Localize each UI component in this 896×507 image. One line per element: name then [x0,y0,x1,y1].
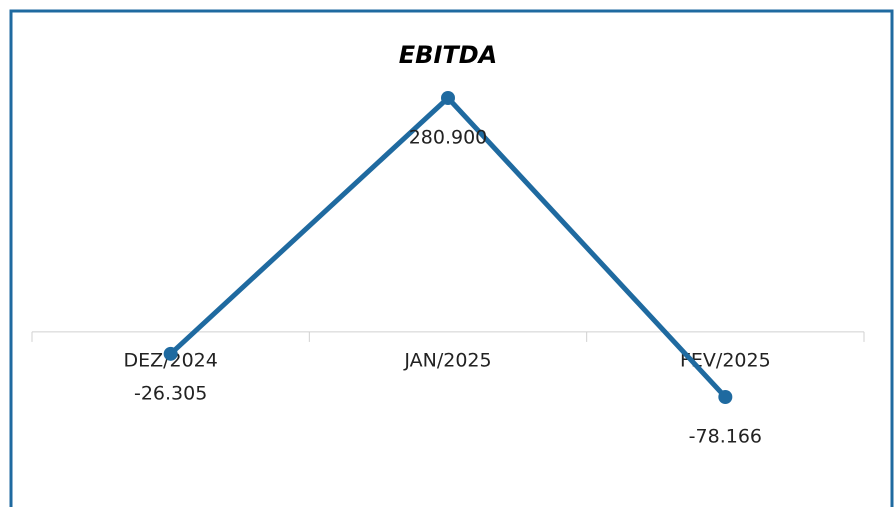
data-label: -26.305 [134,382,207,404]
x-tick-label: JAN/2025 [403,349,491,371]
x-tick-label: FEV/2025 [680,349,771,371]
data-label: 280.900 [409,127,488,149]
point [441,91,455,105]
frame [9,9,894,507]
chart-title: EBITDA [399,41,497,69]
point [163,346,178,361]
point [718,390,733,404]
data-label: -78.166 [689,426,762,448]
